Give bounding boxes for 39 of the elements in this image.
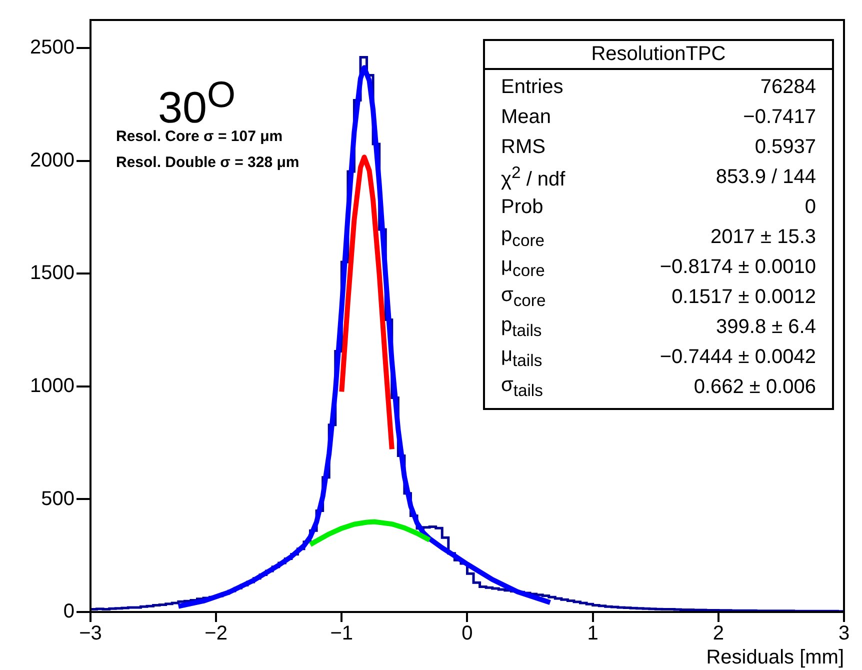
annotation: 399.8 ± 6.4	[716, 316, 816, 338]
x-tick-label: 0	[462, 622, 473, 645]
x-tick-label: −3	[79, 622, 102, 645]
annotation: −0.8174 ± 0.0010	[660, 256, 816, 278]
x-tick-label: −1	[330, 622, 354, 645]
y-tick-label: 1000	[30, 374, 74, 397]
annotation: Mean	[501, 106, 552, 128]
y-tick-label: 1500	[30, 262, 74, 284]
annotation: 0	[804, 196, 816, 218]
y-tick-label: 500	[41, 488, 74, 510]
annotation: 2017 ± 15.3	[710, 226, 816, 248]
annotation: 76284	[760, 76, 816, 98]
x-tick-label: −2	[204, 622, 228, 645]
annotation: RMS	[501, 136, 546, 158]
annotation: −0.7417	[743, 106, 816, 128]
y-tick-label: 2000	[30, 149, 74, 172]
annotation: μ$_{tails}$	[501, 344, 542, 370]
annotation: σ$_{core}$	[501, 284, 546, 310]
annotation: χ$^{2}$ / ndf	[501, 162, 566, 192]
annotation: Entries	[501, 76, 564, 98]
annotation: 0.662 ± 0.006	[694, 376, 816, 398]
annotation: −0.7444 ± 0.0042	[660, 346, 816, 368]
annotation: 0.5937	[754, 136, 816, 158]
annotation: 853.9 / 144	[716, 166, 816, 188]
annotation: Resol. Core σ = 107 μm	[116, 128, 283, 145]
y-tick-label: 2500	[30, 36, 74, 59]
annotation: ResolutionTPC	[485, 41, 832, 70]
x-tick-label: 3	[838, 622, 850, 645]
annotation: σ$_{tails}$	[501, 374, 543, 400]
x-axis-title: Residuals [mm]	[706, 646, 844, 669]
y-tick-label: 0	[63, 600, 74, 623]
x-tick-label: 1	[587, 622, 598, 645]
annotation: μ$_{core}$	[501, 254, 545, 280]
annotation: p$_{tails}$	[501, 314, 542, 340]
annotation: 0.1517 ± 0.0012	[672, 286, 816, 308]
annotation: Resol. Double σ = 328 μm	[116, 154, 300, 171]
x-tick-label: 2	[712, 622, 724, 645]
annotation: Prob	[501, 196, 544, 218]
annotation: p$_{core}$	[501, 224, 545, 250]
